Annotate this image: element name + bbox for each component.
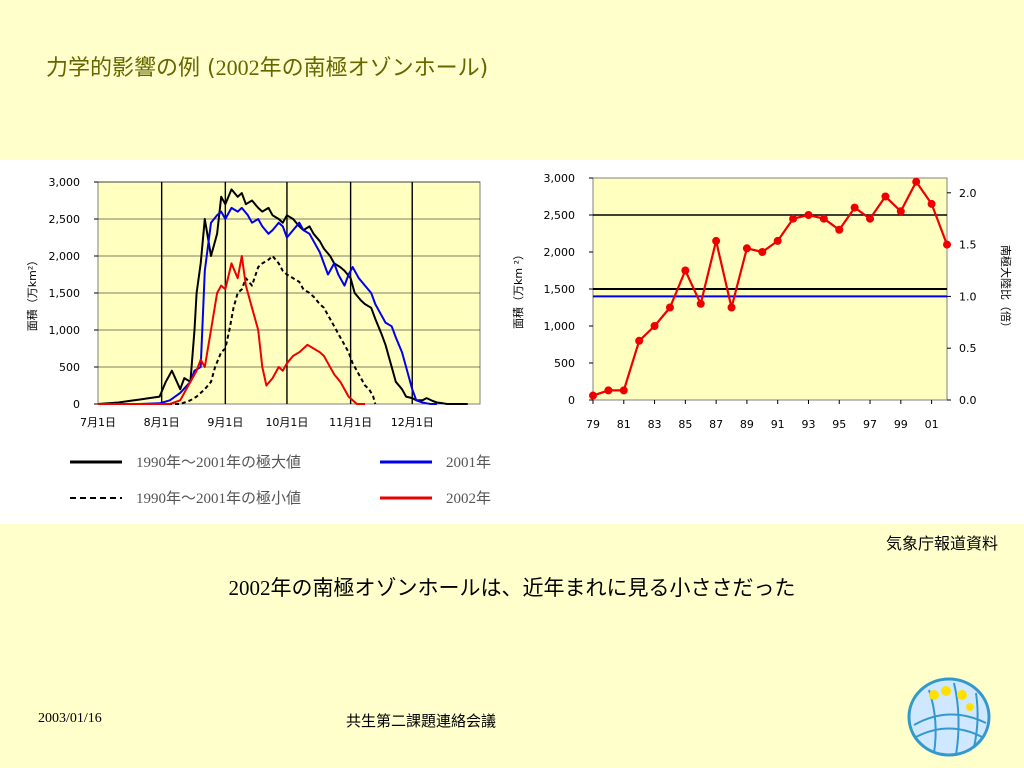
right-xtick-label: 97 xyxy=(863,418,877,431)
right-ylabel: 面積（万km ²） xyxy=(511,249,525,329)
left-ytick-label: 1,500 xyxy=(49,287,81,300)
right-series-point xyxy=(943,240,951,249)
right-xtick-label: 89 xyxy=(740,418,754,431)
left-xtick-label: 7月1日 xyxy=(80,416,116,429)
right-series-point xyxy=(927,199,936,208)
right-y2tick-label: 0.0 xyxy=(959,394,977,407)
right-ytick-label: 2,000 xyxy=(544,246,576,259)
right-y2tick-label: 2.0 xyxy=(959,187,977,200)
right-ytick-label: 0 xyxy=(568,394,575,407)
right-series-point xyxy=(681,266,690,275)
right-series-point xyxy=(696,299,705,308)
caption-text: 年の南極オゾンホールは、近年まれに見る小ささだった xyxy=(270,576,796,600)
right-series-point xyxy=(819,214,828,223)
right-series-point xyxy=(650,322,659,330)
right-series-point xyxy=(742,244,751,253)
right-xtick-label: 01 xyxy=(925,418,939,431)
left-xtick-label: 9月1日 xyxy=(207,416,243,429)
left-ytick-label: 1,000 xyxy=(49,324,81,337)
right-series-point xyxy=(635,336,644,345)
left-xtick-label: 8月1日 xyxy=(144,416,180,429)
right-xtick-label: 99 xyxy=(894,418,908,431)
right-series-point xyxy=(758,248,767,256)
right-series-point xyxy=(881,192,890,201)
left-ytick-label: 2,500 xyxy=(49,213,81,226)
left-xtick-label: 11月1日 xyxy=(329,416,372,429)
right-series-point xyxy=(712,236,721,245)
footer-date: 2003/01/16 xyxy=(38,711,102,726)
right-series-point xyxy=(866,214,875,223)
right-xtick-label: 93 xyxy=(801,418,815,431)
right-ytick-label: 1,500 xyxy=(544,283,576,296)
right-xtick-label: 87 xyxy=(709,418,723,431)
left-xtick-label: 10月1日 xyxy=(265,416,308,429)
right-ytick-label: 3,000 xyxy=(544,172,576,185)
right-series-point xyxy=(727,303,736,312)
right-series-point xyxy=(665,303,674,312)
right-series-point xyxy=(912,177,921,186)
title-prefix: 力学的影響の例 ( xyxy=(46,56,216,81)
slide-caption: 2002年の南極オゾンホールは、近年まれに見る小ささだった xyxy=(0,572,1024,602)
right-series-point xyxy=(619,386,628,395)
legend-label: 1990年～2001年の極小値 xyxy=(136,490,301,507)
left-series-line xyxy=(98,206,437,405)
right-series-point xyxy=(850,203,859,212)
legend-label: 2001年 xyxy=(446,454,491,471)
right-series-point xyxy=(589,391,597,400)
right-ytick-label: 500 xyxy=(554,357,575,370)
right-xtick-label: 83 xyxy=(648,418,662,431)
globe-logo-icon xyxy=(907,677,991,757)
slide-title: 力学的影響の例 (2002年の南極オゾンホール) xyxy=(46,50,488,82)
left-series-line xyxy=(98,255,365,405)
right-y2tick-label: 1.5 xyxy=(959,239,977,252)
right-series-point xyxy=(804,211,813,219)
right-ytick-label: 1,000 xyxy=(544,320,576,333)
right-xtick-label: 95 xyxy=(832,418,846,431)
left-ytick-label: 2,000 xyxy=(49,250,81,263)
caption-year: 2002 xyxy=(228,576,271,600)
left-ylabel: 面積（万km²） xyxy=(25,255,39,332)
right-series-point xyxy=(789,214,798,223)
right-xtick-label: 79 xyxy=(586,418,600,431)
right-series-point xyxy=(896,207,905,216)
source-note: 気象庁報道資料 xyxy=(885,534,998,553)
left-ytick-label: 3,000 xyxy=(49,176,81,189)
right-series-point xyxy=(604,386,613,395)
left-xtick-label: 12月1日 xyxy=(391,416,434,429)
legend-label: 1990年～2001年の極大値 xyxy=(136,454,301,471)
left-ytick-label: 0 xyxy=(73,398,80,411)
chart-panel: 3,000 2,500 2,000 1,500 1,000 500 0 7月1日 8月1日 9月1… xyxy=(0,160,1024,524)
right-y2tick-label: 0.5 xyxy=(959,342,977,355)
left-series-line xyxy=(98,255,377,405)
right-ytick-label: 2,500 xyxy=(544,209,576,222)
footer-meeting: 共生第二課題連絡会議 xyxy=(346,712,497,730)
left-ytick-label: 500 xyxy=(59,361,80,374)
right-xtick-label: 81 xyxy=(617,418,631,431)
right-xtick-label: 91 xyxy=(771,418,785,431)
legend-label: 2002年 xyxy=(446,490,491,507)
right-xtick-label: 85 xyxy=(678,418,692,431)
title-suffix: 年の南極オゾンホール) xyxy=(259,56,489,81)
title-year: 2002 xyxy=(215,55,260,80)
right-series-point xyxy=(773,236,782,245)
right-series-point xyxy=(835,225,844,234)
right-y2label: 南極大陸比（倍） xyxy=(999,245,1013,333)
right-y2tick-label: 1.0 xyxy=(959,290,977,303)
